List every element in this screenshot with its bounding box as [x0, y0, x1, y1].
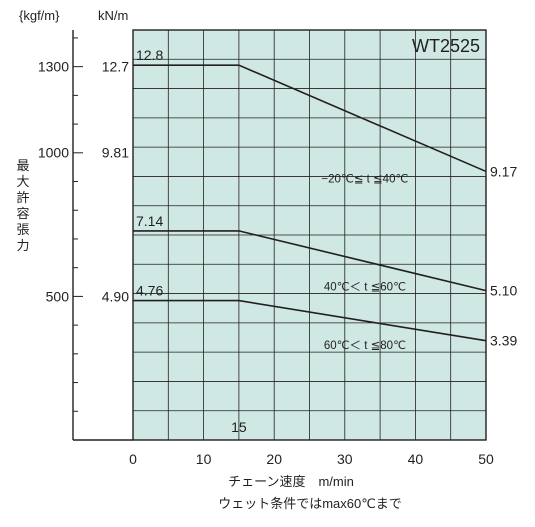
labels-group: 1300 1000 500 12.7 9.81 4.90 0 10 20 30 40 50 15 12.8… — [38, 47, 518, 467]
series-start-label-2: 7.14 — [136, 213, 163, 229]
series-line-2 — [133, 230, 487, 292]
y-label-char: 許 — [16, 190, 29, 205]
series-condition-3: 60℃＜ t ≦80℃ — [324, 340, 406, 352]
x-tick-50: 50 — [478, 451, 494, 467]
y-tick-kgf-1300: 1300 — [38, 59, 69, 75]
series-start-label-3: 4.76 — [136, 283, 163, 299]
x-tick-40: 40 — [408, 451, 424, 467]
series-start-label-1: 12.8 — [136, 47, 163, 63]
y-label-char: 大 — [16, 174, 29, 189]
y-unit-kn: kN/m — [98, 8, 128, 23]
y-tick-kn-12.7: 12.7 — [102, 59, 129, 75]
plot-border — [132, 29, 487, 441]
x-tick-20: 20 — [266, 451, 282, 467]
y-tick-kn-4.90: 4.90 — [102, 289, 129, 305]
x-tick-0: 0 — [129, 451, 137, 467]
series-line-3 — [133, 299, 487, 342]
axes — [72, 29, 487, 441]
series-end-label-1: 9.17 — [490, 163, 517, 179]
y-tick-kn-9.81: 9.81 — [102, 145, 129, 161]
y-label-char: 張 — [16, 222, 29, 237]
y-label-char: 最 — [16, 158, 29, 173]
footnote: ウェット条件ではmax60℃まで — [218, 496, 402, 511]
series-condition-2: 40℃＜ t ≦60℃ — [324, 281, 406, 293]
series-end-label-3: 3.39 — [490, 333, 517, 349]
y-tick-kgf-1000: 1000 — [38, 145, 69, 161]
series-end-label-2: 5.10 — [490, 283, 517, 299]
y-label-char: 力 — [16, 238, 29, 253]
y-tick-kgf-500: 500 — [46, 289, 70, 305]
y-label-char: 容 — [16, 206, 29, 221]
x-tick-30: 30 — [337, 451, 353, 467]
x-tick-10: 10 — [196, 451, 212, 467]
x-axis-label: チェーン速度 m/min — [228, 474, 354, 489]
series-condition-1: −20℃≦ t ≦40℃ — [321, 173, 408, 185]
y-unit-kgf: {kgf/m} — [19, 8, 60, 23]
model-label: WT2525 — [412, 36, 480, 56]
series-line-1 — [133, 64, 487, 173]
series-group — [133, 64, 487, 342]
grid-lines — [133, 30, 486, 440]
x-annotation: 15 — [231, 419, 247, 435]
